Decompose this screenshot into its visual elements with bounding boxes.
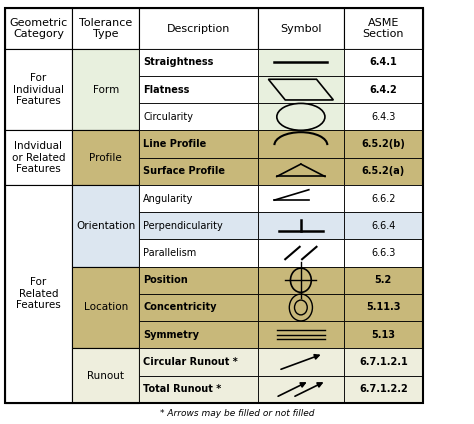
Bar xyxy=(344,212,423,240)
Bar xyxy=(258,158,344,185)
Bar xyxy=(344,321,423,349)
Bar xyxy=(258,321,344,349)
Bar xyxy=(258,267,344,294)
Bar xyxy=(139,294,258,321)
Bar xyxy=(139,131,258,158)
Bar xyxy=(258,103,344,131)
Bar xyxy=(72,349,139,403)
Text: Line Profile: Line Profile xyxy=(143,139,207,149)
Bar xyxy=(258,349,344,376)
Text: 6.6.2: 6.6.2 xyxy=(371,193,396,204)
Bar xyxy=(72,267,139,349)
Text: Runout: Runout xyxy=(87,371,124,381)
Bar xyxy=(344,185,423,212)
Bar xyxy=(139,376,258,403)
Text: 6.4.2: 6.4.2 xyxy=(369,85,397,95)
Text: Indvidual
or Related
Features: Indvidual or Related Features xyxy=(12,141,65,174)
Bar xyxy=(258,212,344,240)
Text: * Arrows may be filled or not filled: * Arrows may be filled or not filled xyxy=(160,409,314,418)
Bar xyxy=(139,240,258,267)
Text: 6.5.2(a): 6.5.2(a) xyxy=(362,166,405,176)
Text: Orientation: Orientation xyxy=(76,221,136,231)
Bar xyxy=(344,294,423,321)
Bar xyxy=(344,103,423,131)
Bar xyxy=(5,49,72,131)
Bar xyxy=(344,8,423,49)
Text: Flatness: Flatness xyxy=(143,85,190,95)
Bar xyxy=(258,376,344,403)
Bar xyxy=(139,185,258,212)
Bar xyxy=(344,267,423,294)
Bar xyxy=(258,240,344,267)
Bar xyxy=(139,103,258,131)
Text: ASME
Section: ASME Section xyxy=(363,18,404,39)
Text: 6.7.1.2.1: 6.7.1.2.1 xyxy=(359,357,408,367)
Text: Concentricity: Concentricity xyxy=(143,302,217,312)
Text: Symmetry: Symmetry xyxy=(143,330,199,340)
Text: 6.6.3: 6.6.3 xyxy=(371,248,395,258)
Bar xyxy=(344,376,423,403)
Text: 5.2: 5.2 xyxy=(375,275,392,285)
Bar xyxy=(5,131,72,185)
Text: Surface Profile: Surface Profile xyxy=(143,166,225,176)
Text: 5.11.3: 5.11.3 xyxy=(366,302,401,312)
Text: For
Related
Features: For Related Features xyxy=(16,277,61,310)
Bar xyxy=(258,294,344,321)
Text: Parallelism: Parallelism xyxy=(143,248,197,258)
Text: Geometric
Category: Geometric Category xyxy=(9,18,67,39)
Text: 6.6.4: 6.6.4 xyxy=(371,221,395,231)
Text: Form: Form xyxy=(92,85,119,95)
Bar xyxy=(72,131,139,185)
Bar xyxy=(72,185,139,267)
Bar xyxy=(139,76,258,103)
Text: Tolerance
Type: Tolerance Type xyxy=(79,18,132,39)
Text: Description: Description xyxy=(167,24,230,33)
Text: 6.7.1.2.2: 6.7.1.2.2 xyxy=(359,384,408,394)
Text: Perpendicularity: Perpendicularity xyxy=(143,221,223,231)
Bar xyxy=(344,240,423,267)
Bar xyxy=(139,349,258,376)
Text: Position: Position xyxy=(143,275,188,285)
Bar xyxy=(258,49,344,76)
Text: Symbol: Symbol xyxy=(280,24,322,33)
Bar xyxy=(344,49,423,76)
Text: Straightness: Straightness xyxy=(143,57,214,67)
Text: 5.13: 5.13 xyxy=(371,330,395,340)
Text: Circular Runout *: Circular Runout * xyxy=(143,357,238,367)
Text: 6.5.2(b): 6.5.2(b) xyxy=(361,139,405,149)
Bar xyxy=(258,131,344,158)
Bar xyxy=(344,131,423,158)
Bar xyxy=(5,185,72,403)
Bar xyxy=(139,8,258,49)
Bar xyxy=(139,212,258,240)
Text: Angularity: Angularity xyxy=(143,193,193,204)
Bar xyxy=(344,158,423,185)
Bar xyxy=(72,8,139,49)
Text: 6.4.1: 6.4.1 xyxy=(369,57,397,67)
Bar xyxy=(5,8,423,403)
Bar xyxy=(5,8,72,49)
Bar xyxy=(72,49,139,131)
Bar xyxy=(258,76,344,103)
Text: Circularity: Circularity xyxy=(143,112,193,122)
Bar xyxy=(258,8,344,49)
Bar xyxy=(139,267,258,294)
Bar xyxy=(258,185,344,212)
Bar xyxy=(344,349,423,376)
Text: 6.4.3: 6.4.3 xyxy=(371,112,395,122)
Bar xyxy=(344,76,423,103)
Text: Location: Location xyxy=(83,302,128,312)
Text: Profile: Profile xyxy=(90,153,122,163)
Text: For
Individual
Features: For Individual Features xyxy=(13,73,64,106)
Bar xyxy=(139,49,258,76)
Bar xyxy=(139,158,258,185)
Bar xyxy=(139,321,258,349)
Text: Total Runout *: Total Runout * xyxy=(143,384,221,394)
